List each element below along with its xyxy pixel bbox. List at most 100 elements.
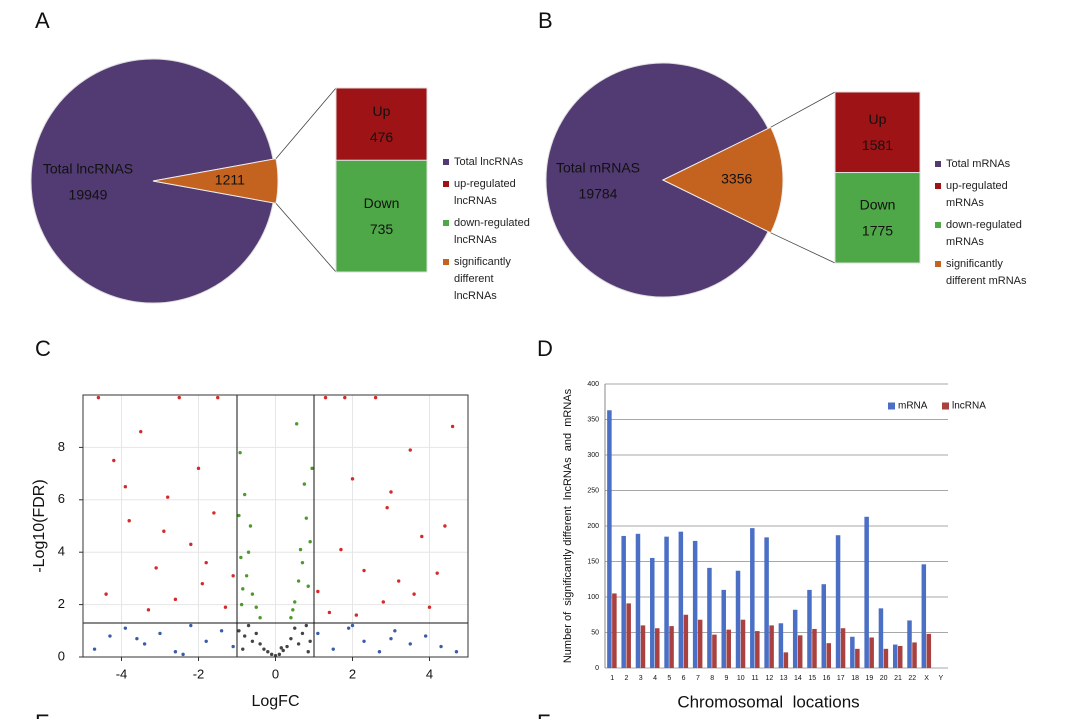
- bar: [697, 619, 703, 668]
- slice-label: Total lncRNAS: [43, 161, 133, 177]
- point: [393, 629, 397, 633]
- bar: [664, 536, 669, 668]
- point: [173, 650, 178, 654]
- bar: [883, 648, 889, 668]
- x-tick-label: -2: [193, 666, 205, 681]
- point: [189, 542, 193, 547]
- x-tick-label: 22: [908, 675, 916, 682]
- panel-label: C: [35, 336, 51, 361]
- segment-label: Up: [869, 111, 887, 127]
- point: [241, 587, 245, 591]
- point: [296, 642, 301, 646]
- x-tick-label: 10: [737, 675, 745, 682]
- y-tick-label: 400: [587, 381, 599, 388]
- y-tick-label: 200: [587, 523, 599, 530]
- point: [346, 626, 351, 630]
- point: [285, 644, 289, 649]
- point: [304, 623, 308, 628]
- point: [239, 555, 243, 560]
- point: [250, 592, 255, 596]
- connector: [770, 91, 836, 128]
- point: [196, 466, 201, 471]
- point: [350, 477, 355, 481]
- slice-value: 3356: [721, 171, 752, 187]
- legend-item: significantly different lncRNAs: [443, 254, 535, 305]
- point: [96, 395, 101, 400]
- point: [238, 450, 242, 455]
- legend-label: lncRNA: [952, 401, 986, 412]
- point: [350, 623, 355, 628]
- point: [112, 458, 116, 463]
- x-tick-label: X: [924, 675, 929, 682]
- bar: [755, 631, 760, 668]
- point: [294, 422, 299, 426]
- bar: [683, 614, 689, 668]
- bar: [692, 540, 698, 668]
- point: [389, 490, 393, 494]
- point: [306, 650, 310, 654]
- bar: [812, 628, 817, 668]
- bar: [626, 603, 631, 668]
- point: [266, 650, 270, 654]
- y-tick-label: 0: [58, 648, 65, 663]
- x-tick-label: 7: [696, 675, 700, 682]
- point: [343, 395, 347, 400]
- bar: [864, 516, 869, 668]
- point: [173, 597, 178, 602]
- bar: [850, 636, 855, 668]
- point: [237, 513, 241, 518]
- point: [377, 650, 382, 654]
- point: [237, 629, 241, 633]
- x-tick-label: 4: [426, 666, 433, 681]
- point: [223, 605, 228, 609]
- legend-item: up-regulated lncRNAs: [443, 176, 535, 210]
- point: [339, 547, 343, 552]
- point: [316, 631, 320, 636]
- slice-value: 19949: [69, 187, 108, 203]
- y-tick-label: 100: [587, 594, 599, 601]
- point: [146, 608, 151, 612]
- legend-item: Total mRNAs: [935, 156, 1035, 173]
- point: [362, 568, 366, 573]
- bar: [635, 533, 641, 668]
- point: [258, 642, 262, 646]
- segment-value: 1581: [862, 137, 893, 153]
- point: [310, 466, 314, 471]
- point: [450, 424, 455, 429]
- point: [327, 610, 332, 615]
- segment-value: 735: [370, 221, 394, 237]
- panel-label: B: [538, 8, 553, 33]
- x-tick-label: 14: [794, 675, 802, 682]
- point: [216, 395, 220, 400]
- point: [231, 574, 235, 578]
- point: [354, 613, 359, 617]
- point: [127, 519, 131, 523]
- point: [323, 395, 328, 400]
- point: [212, 511, 216, 515]
- bar: [878, 608, 884, 668]
- segment-label: Up: [373, 103, 391, 119]
- y-tick-label: 2: [58, 596, 65, 611]
- y-tick-label: 150: [587, 558, 599, 565]
- y-tick-label: 6: [58, 491, 65, 506]
- point: [408, 448, 412, 452]
- bar: [726, 629, 731, 668]
- point: [362, 639, 366, 643]
- point: [454, 650, 459, 654]
- slice-label: Total mRNAS: [556, 160, 640, 176]
- point: [162, 529, 166, 533]
- point: [385, 505, 389, 510]
- bar: [797, 635, 803, 668]
- point: [269, 652, 274, 657]
- point: [262, 647, 266, 651]
- y-tick-label: 8: [58, 439, 65, 454]
- y-tick-label: 4: [58, 544, 65, 559]
- point: [123, 485, 128, 489]
- bar: [826, 643, 832, 668]
- point: [204, 560, 208, 565]
- point: [435, 571, 439, 575]
- slice-value: 1211: [215, 172, 245, 188]
- breakdown-segment: [834, 172, 921, 264]
- legend-label: up-regulated mRNAs: [946, 180, 1008, 209]
- bar: [669, 626, 674, 668]
